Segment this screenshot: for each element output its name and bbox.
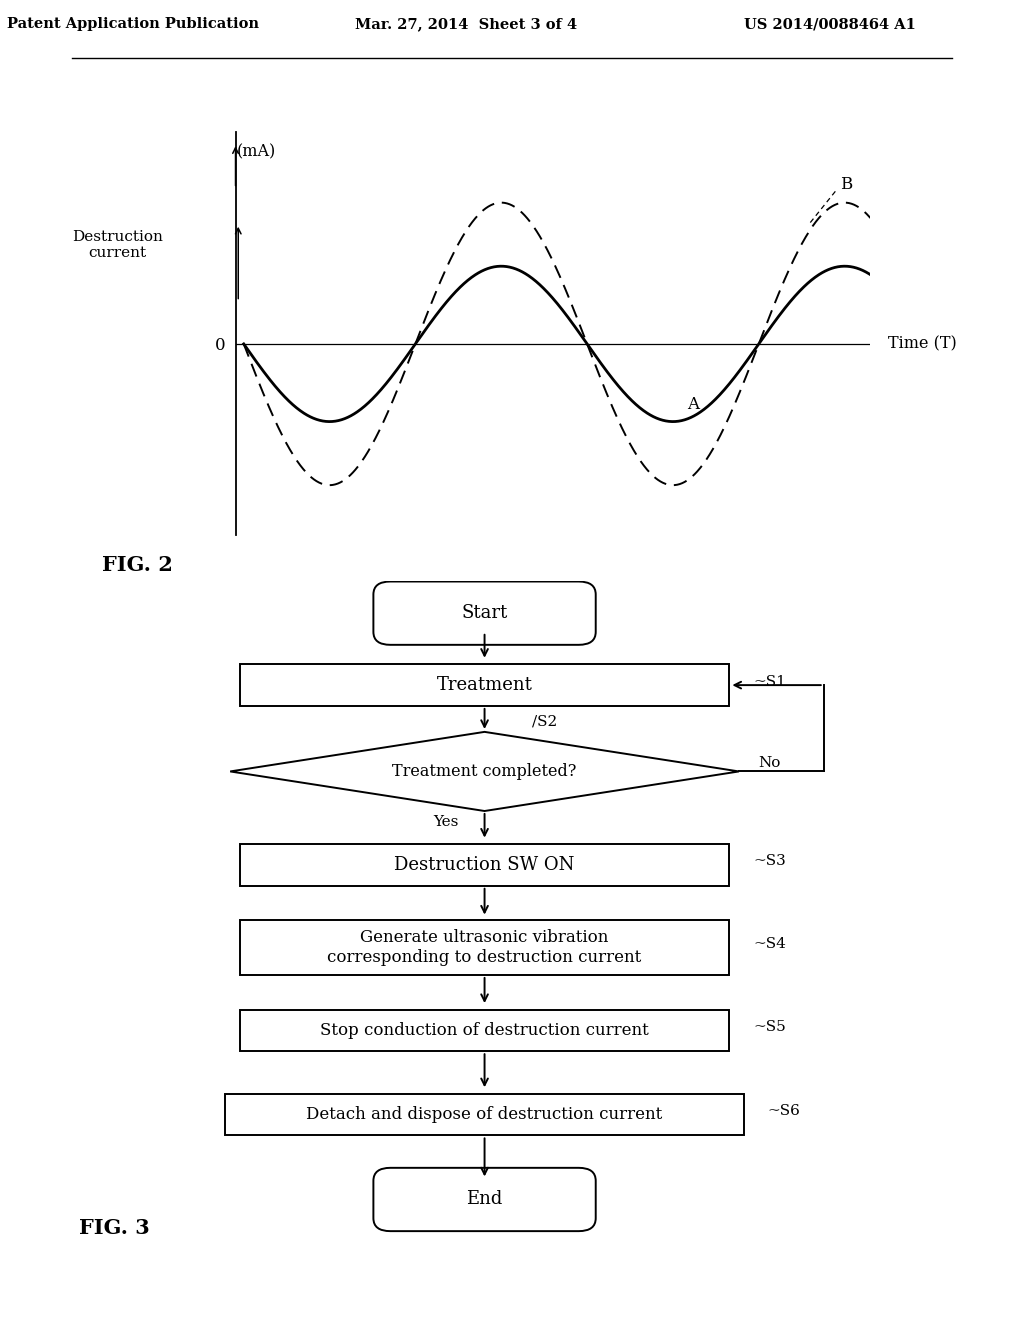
Text: ~S1: ~S1 [753,675,786,689]
Bar [240,1010,729,1051]
Bar [225,1094,743,1135]
Text: Yes: Yes [433,814,458,829]
Text: ~S5: ~S5 [753,1020,785,1034]
Text: Mar. 27, 2014  Sheet 3 of 4: Mar. 27, 2014 Sheet 3 of 4 [355,17,577,32]
Text: End: End [466,1191,503,1209]
Text: Destruction
current: Destruction current [72,230,163,260]
Text: Patent Application Publication: Patent Application Publication [7,17,259,32]
Text: B: B [841,176,853,193]
Text: Stop conduction of destruction current: Stop conduction of destruction current [321,1022,649,1039]
Bar [240,664,729,706]
Text: (mA): (mA) [238,144,276,160]
Text: ~S6: ~S6 [767,1104,800,1118]
Text: ~S3: ~S3 [753,854,785,869]
Text: FIG. 3: FIG. 3 [80,1218,151,1238]
FancyBboxPatch shape [374,582,596,645]
Text: ∕S2: ∕S2 [531,714,557,729]
Text: Generate ultrasonic vibration
corresponding to destruction current: Generate ultrasonic vibration correspond… [328,929,642,966]
Bar [240,843,729,886]
Text: Time (T): Time (T) [888,335,956,352]
Text: FIG. 2: FIG. 2 [102,554,173,576]
FancyBboxPatch shape [374,1168,596,1232]
Text: Destruction SW ON: Destruction SW ON [394,855,574,874]
Text: A: A [687,396,699,413]
Text: US 2014/0088464 A1: US 2014/0088464 A1 [743,17,915,32]
Text: Treatment completed?: Treatment completed? [392,763,577,780]
Polygon shape [230,731,739,810]
Text: Detach and dispose of destruction current: Detach and dispose of destruction curren… [306,1106,663,1123]
Text: Treatment: Treatment [436,676,532,694]
Text: Start: Start [462,605,508,622]
Bar [240,920,729,975]
Text: ~S4: ~S4 [753,937,786,952]
Text: No: No [758,756,780,770]
